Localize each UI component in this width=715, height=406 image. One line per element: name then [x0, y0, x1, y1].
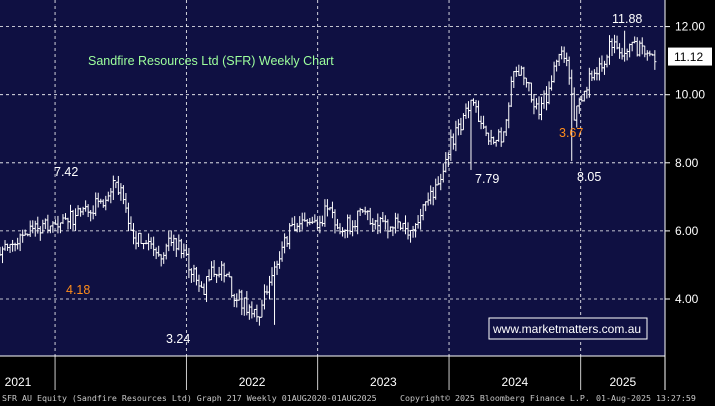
y-tick-label: 6.00	[675, 224, 699, 238]
annotation-label: 11.88	[612, 12, 642, 26]
chart-title: Sandfire Resources Ltd (SFR) Weekly Char…	[88, 54, 334, 68]
footer-center: Copyright© 2025 Bloomberg Finance L.P.	[400, 393, 590, 403]
annotation-label: 4.18	[66, 283, 90, 297]
annotation-label: 7.79	[475, 172, 499, 186]
plot-area	[0, 0, 665, 356]
footer-left: SFR AU Equity (Sandfire Resources Ltd) G…	[2, 393, 377, 403]
sfr-weekly-chart: 4.00 6.00 8.00 10.00 12.00 2021 2022 2023 2024 20…	[0, 0, 712, 390]
x-tick-label: 2025	[610, 375, 637, 389]
footer-bar: SFR AU Equity (Sandfire Resources Ltd) G…	[0, 390, 715, 406]
price-badge-label: 11.12	[674, 50, 703, 64]
annotation-label: 7.42	[54, 165, 78, 179]
x-tick-label: 2021	[5, 375, 32, 389]
watermark-text: www.marketmatters.com.au	[492, 322, 641, 336]
annotation-label: 3.24	[166, 332, 190, 346]
x-tick-label: 2023	[370, 375, 397, 389]
x-tick-label: 2024	[502, 375, 529, 389]
price-badge	[668, 47, 712, 66]
ohlc-bars	[0, 30, 657, 326]
y-tick-label: 4.00	[675, 292, 699, 306]
x-tick-label: 2022	[239, 375, 266, 389]
annotation-label: 3.67	[559, 126, 583, 140]
watermark-box	[488, 317, 648, 340]
footer-right: 01-Aug-2025 13:27:59	[596, 393, 696, 403]
y-tick-label: 8.00	[675, 156, 699, 170]
annotation-label: 8.05	[577, 170, 601, 184]
ohlc-bar	[653, 50, 657, 70]
y-tick-label: 12.00	[675, 20, 705, 34]
y-tick-label: 10.00	[675, 88, 705, 102]
